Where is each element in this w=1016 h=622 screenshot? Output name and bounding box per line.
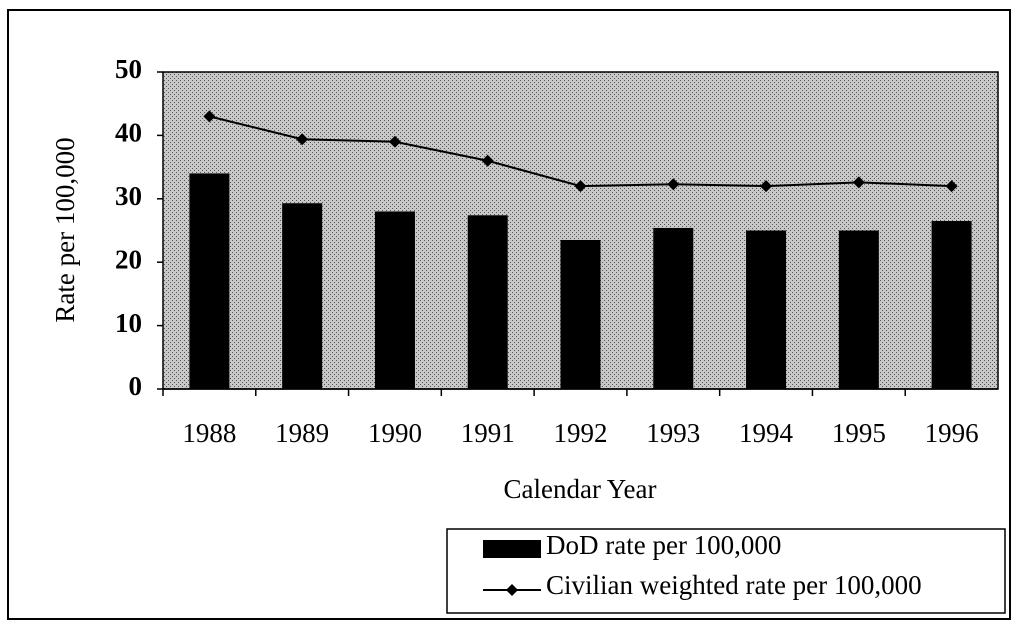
x-tick-label: 1990 — [368, 418, 422, 448]
x-axis-label: Calendar Year — [504, 474, 657, 504]
x-tick-label: 1994 — [739, 418, 794, 448]
bar — [931, 220, 972, 389]
marker — [760, 180, 773, 193]
x-tick-label: 1988 — [182, 418, 236, 448]
x-tick-label: 1991 — [461, 418, 515, 448]
x-tick-label: 1992 — [554, 418, 608, 448]
legend-label: DoD rate per 100,000 — [546, 530, 781, 560]
marker — [574, 180, 587, 193]
legend-swatch — [506, 584, 518, 596]
bar — [560, 240, 601, 389]
marker — [667, 178, 680, 191]
bar — [282, 203, 323, 389]
legend-swatch — [483, 540, 541, 558]
x-tick-label: 1993 — [646, 418, 700, 448]
marker — [296, 133, 309, 146]
bar — [374, 211, 415, 389]
y-tick-label: 30 — [115, 181, 142, 211]
y-tick-label: 40 — [115, 118, 142, 148]
bar — [653, 227, 694, 389]
marker — [203, 110, 216, 123]
legend-label: Civilian weighted rate per 100,000 — [546, 570, 922, 600]
y-tick-label: 50 — [115, 54, 142, 84]
bar — [189, 173, 230, 389]
bar — [838, 230, 879, 389]
marker — [945, 180, 958, 193]
bar — [467, 215, 508, 389]
y-axis-label: Rate per 100,000 — [50, 137, 80, 322]
marker — [481, 154, 494, 167]
x-tick-label: 1995 — [832, 418, 886, 448]
x-tick-label: 1989 — [275, 418, 329, 448]
y-tick-label: 20 — [115, 244, 142, 274]
y-tick-label: 10 — [115, 308, 142, 338]
y-tick-label: 0 — [129, 371, 143, 401]
bar — [746, 230, 787, 389]
x-tick-label: 1996 — [925, 418, 979, 448]
frame — [7, 9, 1011, 620]
marker — [852, 176, 865, 189]
marker — [388, 135, 401, 148]
